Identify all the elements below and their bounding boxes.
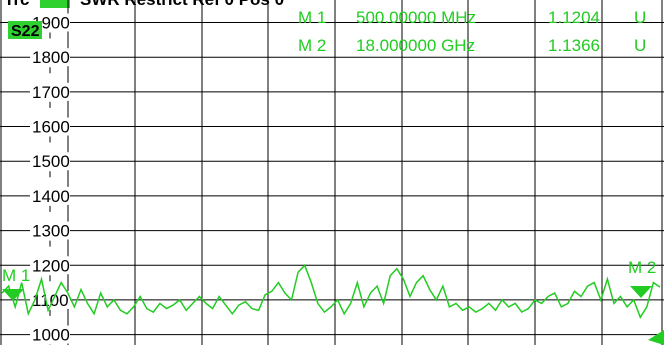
y-tick-label: 1100 xyxy=(32,291,69,310)
header-text: SWR Restrict Ref 0 Pos 0 xyxy=(80,0,284,9)
y-tick-label: 1700 xyxy=(32,83,70,102)
y-tick-label-bg xyxy=(30,152,70,171)
marker-1-name: M 1 xyxy=(298,8,326,27)
header-bar: Trc SWR Restrict Ref 0 Pos 0 xyxy=(4,0,284,9)
y-tick-label-bg xyxy=(30,256,70,275)
marker-1-tag-label: M 1 xyxy=(2,266,30,285)
marker-2-freq: 18.000000 GHz xyxy=(356,36,475,55)
y-tick-label-bg xyxy=(30,117,70,136)
header-prefix: Trc xyxy=(4,0,30,9)
marker-1-value: 1.1204 xyxy=(548,8,600,27)
y-tick-label: 1500 xyxy=(32,152,70,171)
y-tick-label-bg xyxy=(30,290,70,309)
y-tick-label-bg xyxy=(30,221,70,240)
trace-badge-label: S22 xyxy=(11,23,40,40)
s22-trace xyxy=(1,263,661,319)
y-tick-label: 1200 xyxy=(32,256,70,275)
y-tick-label-bg xyxy=(30,325,70,344)
marker-1-freq: 500.00000 MHz xyxy=(356,8,476,27)
trace-badge-bg xyxy=(8,21,42,39)
marker-2-name: M 2 xyxy=(298,36,326,55)
marker-1-unit: U xyxy=(634,8,646,27)
marker-2-tag-label: M 2 xyxy=(628,258,656,277)
trace-end-arrow-icon xyxy=(648,330,664,345)
y-tick-label-bg xyxy=(30,48,70,67)
marker-1-tag[interactable]: M 1 xyxy=(2,266,30,301)
marker-2-unit: U xyxy=(634,36,646,55)
y-tick-label-bg xyxy=(30,82,70,101)
marker-readouts: M 1 500.00000 MHz 1.1204 U M 2 18.000000… xyxy=(298,8,646,55)
marker-2-value: 1.1366 xyxy=(548,36,600,55)
y-tick-label-bg xyxy=(30,186,70,205)
marker-2-triangle xyxy=(630,286,652,298)
trace-badge[interactable]: S22 xyxy=(8,21,42,40)
y-tick-label: 1300 xyxy=(32,222,70,241)
y-tick-label: 1800 xyxy=(32,48,70,67)
marker-2-tag[interactable]: M 2 xyxy=(628,258,656,298)
marker-1-triangle xyxy=(2,289,24,301)
y-tick-label: 1600 xyxy=(32,118,70,137)
header-badge xyxy=(40,0,70,8)
y-tick-label: 1000 xyxy=(32,326,70,345)
y-tick-label: 1400 xyxy=(32,187,70,206)
